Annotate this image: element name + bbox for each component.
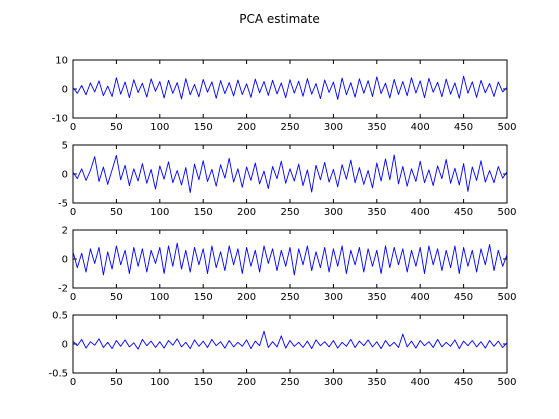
x-tick-label: 250 (280, 207, 299, 218)
x-tick-label: 50 (110, 122, 123, 133)
x-tick-label: 350 (367, 292, 386, 303)
x-tick-label: 50 (110, 377, 123, 388)
x-tick-label: 400 (411, 377, 430, 388)
x-tick-label: 150 (194, 207, 213, 218)
x-tick-label: 400 (411, 207, 430, 218)
y-tick-label: 10 (55, 56, 68, 67)
x-tick-label: 400 (411, 292, 430, 303)
x-tick-label: 100 (150, 292, 169, 303)
y-tick-label: 0 (62, 170, 68, 181)
x-tick-label: 100 (150, 207, 169, 218)
x-tick-label: 250 (280, 377, 299, 388)
x-tick-label: 350 (367, 207, 386, 218)
x-tick-label: 300 (324, 122, 343, 133)
y-tick-label: -10 (52, 114, 68, 125)
x-tick-label: 200 (237, 377, 256, 388)
subplot-3: 0 50 100 150 200 250 300 350 400 450 500-202 (58, 226, 517, 304)
y-tick-label: 0.5 (52, 311, 68, 322)
y-tick-label: 0 (62, 340, 68, 351)
x-tick-label: 300 (324, 292, 343, 303)
x-tick-label: 500 (497, 207, 516, 218)
axes-box (73, 145, 507, 203)
x-tick-label: 350 (367, 377, 386, 388)
x-tick-label: 450 (454, 292, 473, 303)
y-tick-label: -2 (58, 284, 68, 295)
y-tick-label: 5 (62, 141, 68, 152)
x-tick-label: 0 (70, 122, 76, 133)
subplot-4: 0 50 100 150 200 250 300 350 400 450 500-0.500.5 (48, 311, 516, 389)
x-tick-label: 150 (194, 122, 213, 133)
x-tick-label: 50 (110, 207, 123, 218)
x-tick-label: 500 (497, 122, 516, 133)
subplot-2: 0 50 100 150 200 250 300 350 400 450 500-505 (58, 141, 517, 219)
x-tick-label: 450 (454, 122, 473, 133)
x-tick-label: 200 (237, 292, 256, 303)
axes-box (73, 315, 507, 373)
x-tick-label: 300 (324, 377, 343, 388)
x-tick-label: 400 (411, 122, 430, 133)
x-tick-label: 300 (324, 207, 343, 218)
y-tick-label: -0.5 (48, 369, 68, 380)
x-tick-label: 500 (497, 377, 516, 388)
x-tick-label: 0 (70, 292, 76, 303)
x-tick-label: 450 (454, 207, 473, 218)
x-tick-label: 200 (237, 122, 256, 133)
x-tick-label: 450 (454, 377, 473, 388)
axes-box (73, 60, 507, 118)
x-tick-label: 0 (70, 377, 76, 388)
x-tick-label: 100 (150, 122, 169, 133)
x-tick-label: 0 (70, 207, 76, 218)
x-tick-label: 500 (497, 292, 516, 303)
x-tick-label: 150 (194, 377, 213, 388)
x-tick-label: 50 (110, 292, 123, 303)
x-tick-label: 350 (367, 122, 386, 133)
y-tick-label: 0 (62, 255, 68, 266)
y-tick-label: 0 (62, 85, 68, 96)
x-tick-label: 250 (280, 292, 299, 303)
y-tick-label: 2 (62, 226, 68, 237)
x-tick-label: 150 (194, 292, 213, 303)
y-tick-label: -5 (58, 199, 68, 210)
x-tick-label: 200 (237, 207, 256, 218)
axes-box (73, 230, 507, 288)
x-tick-label: 100 (150, 377, 169, 388)
x-tick-label: 250 (280, 122, 299, 133)
